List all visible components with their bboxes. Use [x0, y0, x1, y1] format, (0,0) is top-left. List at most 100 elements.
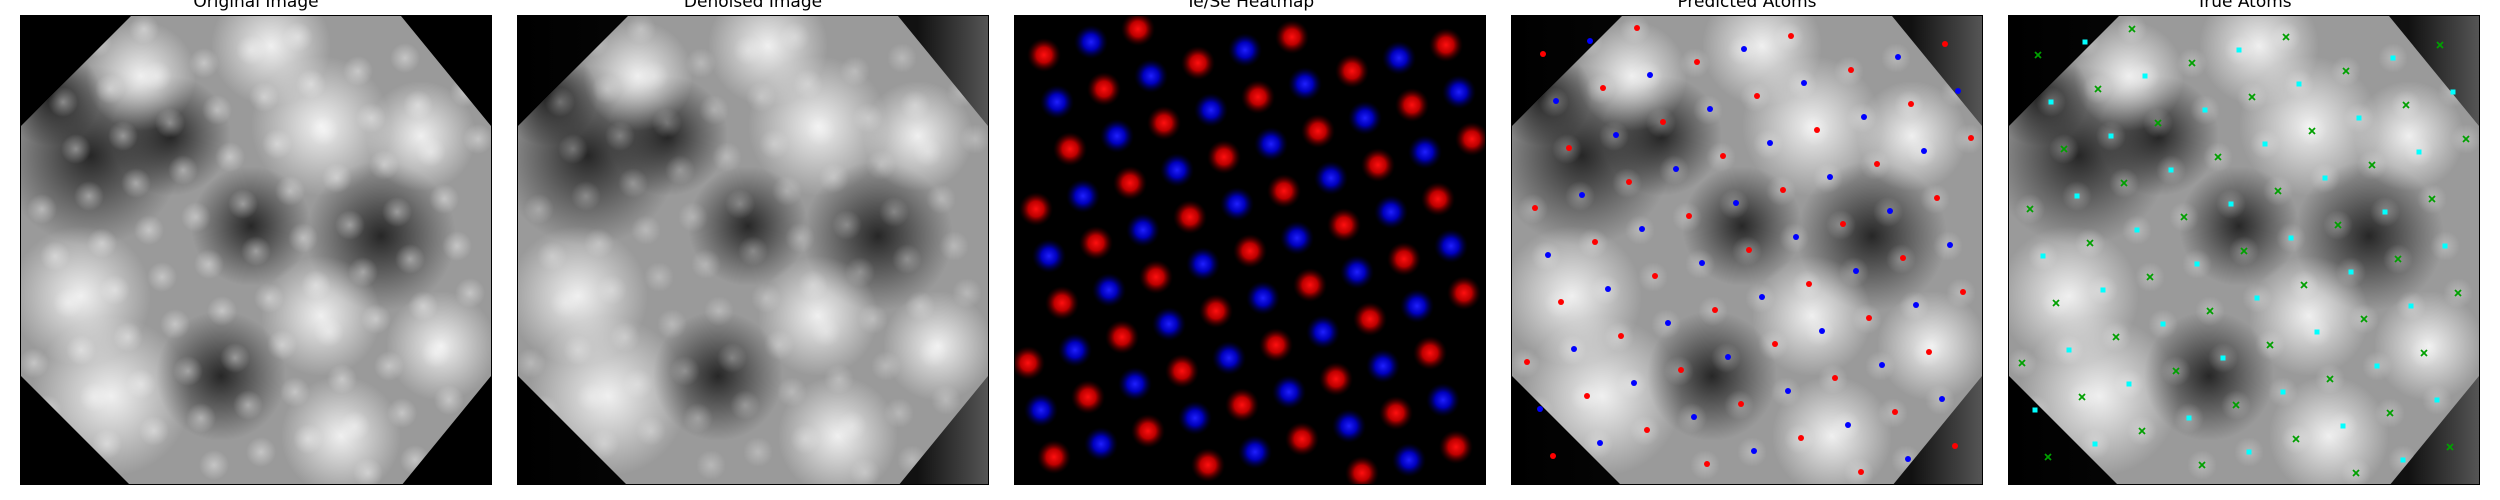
predicted-te-atom: [1942, 41, 1948, 47]
se-heat-spot: [1400, 289, 1434, 323]
predicted-se-atom: [1733, 200, 1739, 206]
te-heat-spot: [1361, 148, 1395, 182]
predicted-te-atom: [1660, 119, 1666, 125]
se-heat-spot: [1092, 273, 1126, 307]
predicted-te-atom: [1772, 341, 1778, 347]
te-heat-spot: [1079, 226, 1113, 260]
true-se-atom: [2246, 449, 2252, 455]
predicted-te-atom: [1874, 161, 1880, 167]
predicted-te-atom: [1600, 85, 1606, 91]
true-te-atom: [2146, 273, 2154, 281]
se-heat-spot: [1186, 247, 1220, 281]
te-heat-spot: [1199, 294, 1233, 328]
te-heat-spot: [1395, 88, 1429, 122]
true-te-atom: [2112, 333, 2120, 341]
true-te-atom: [2436, 41, 2444, 49]
true-te-atom: [2154, 119, 2162, 127]
true-se-atom: [2442, 243, 2448, 249]
te-heat-spot: [1027, 38, 1061, 72]
se-heat-spot: [1040, 85, 1074, 119]
true-se-atom: [2288, 235, 2294, 241]
true-se-atom: [2160, 321, 2166, 327]
true-te-atom: [2044, 453, 2052, 461]
te-heat-spot: [1455, 122, 1485, 156]
true-te-atom: [2214, 153, 2222, 161]
te-heat-spot: [1327, 208, 1361, 242]
te-heat-spot: [1293, 268, 1327, 302]
true-se-atom: [2108, 133, 2114, 139]
original-image-canvas: [21, 16, 491, 484]
true-se-atom: [2450, 89, 2456, 95]
predicted-se-atom: [1845, 422, 1851, 428]
te-heat-spot: [1429, 28, 1463, 62]
true-se-atom: [2134, 227, 2140, 233]
predicted-se-atom: [1613, 132, 1619, 138]
predicted-se-atom: [1879, 362, 1885, 368]
se-heat-spot: [1118, 367, 1152, 401]
se-heat-spot: [1340, 255, 1374, 289]
predicted-se-atom: [1785, 388, 1791, 394]
te-heat-spot: [1121, 16, 1155, 46]
te-heat-spot: [1345, 456, 1379, 484]
se-heat-spot: [1408, 135, 1442, 169]
predicted-se-atom: [1631, 380, 1637, 386]
se-heat-spot: [1306, 315, 1340, 349]
se-heat-spot: [1058, 333, 1092, 367]
true-te-atom: [2352, 469, 2360, 477]
se-heat-spot: [1366, 349, 1400, 383]
te-heat-spot: [1379, 396, 1413, 430]
predicted-se-atom: [1673, 166, 1679, 172]
se-heat-spot: [1066, 179, 1100, 213]
true-te-atom: [2094, 85, 2102, 93]
true-se-atom: [2416, 149, 2422, 155]
true-se-atom: [2356, 115, 2362, 121]
panel-title: Predicted Atoms: [1677, 0, 1817, 12]
se-heat-spot: [1220, 187, 1254, 221]
te-heat-spot: [1113, 166, 1147, 200]
se-heat-spot: [1382, 41, 1416, 75]
te-heat-spot: [1087, 72, 1121, 106]
predicted-se-atom: [1913, 302, 1919, 308]
te-heat-spot: [1045, 286, 1079, 320]
predicted-te-atom: [1848, 67, 1854, 73]
predicted-te-atom: [1866, 315, 1872, 321]
se-heat-spot: [1024, 393, 1058, 427]
true-te-atom: [2086, 239, 2094, 247]
true-se-atom: [2186, 415, 2192, 421]
true-te-atom: [2018, 359, 2026, 367]
predicted-te-atom: [1524, 359, 1530, 365]
true-se-atom: [2340, 423, 2346, 429]
predicted-te-atom: [1626, 179, 1632, 185]
true-te-atom: [2308, 127, 2316, 135]
true-se-atom: [2040, 253, 2046, 259]
panel-title: Original Image: [193, 0, 319, 12]
panel-title: Denoised Image: [683, 0, 823, 12]
te-heat-spot: [1165, 354, 1199, 388]
true-se-atom: [2074, 193, 2080, 199]
true-se-atom: [2400, 457, 2406, 463]
true-te-atom: [2266, 341, 2274, 349]
se-heat-spot: [1194, 93, 1228, 127]
se-heat-spot: [1152, 307, 1186, 341]
true-se-atom: [2348, 269, 2354, 275]
true-se-atom: [2382, 209, 2388, 215]
denoised-image-canvas: [518, 16, 988, 484]
true-se-atom: [2262, 141, 2268, 147]
predicted-se-atom: [1751, 448, 1757, 454]
true-se-atom: [2314, 329, 2320, 335]
predicted-te-atom: [1840, 221, 1846, 227]
predicted-se-atom: [1741, 46, 1747, 52]
true-te-atom: [2248, 93, 2256, 101]
predicted-se-atom: [1707, 106, 1713, 112]
predicted-te-atom: [1780, 187, 1786, 193]
se-heat-spot: [1442, 75, 1476, 109]
true-te-atom: [2188, 59, 2196, 67]
predicted-se-atom: [1639, 226, 1645, 232]
true-se-atom: [2228, 201, 2234, 207]
predicted-se-atom: [1767, 140, 1773, 146]
true-te-atom: [2292, 435, 2300, 443]
te-heat-spot: [1015, 346, 1045, 380]
predicted-te-atom: [1892, 409, 1898, 415]
true-te-atom: [2446, 443, 2454, 451]
predicted-te-atom: [1934, 195, 1940, 201]
